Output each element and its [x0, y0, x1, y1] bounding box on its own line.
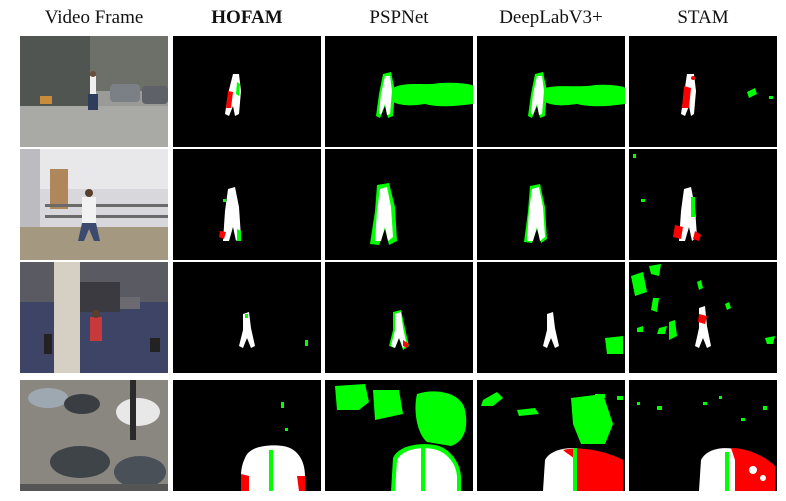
- pspnet-row-4: [325, 380, 473, 491]
- stam-row-3: [629, 262, 777, 373]
- header-pspnet: PSPNet: [369, 7, 429, 28]
- stam-row-2: [629, 149, 777, 260]
- deeplab-row-4: [477, 380, 625, 491]
- frame-row-1: [20, 36, 168, 147]
- frame-row-2: [20, 149, 168, 260]
- deeplab-row-3: [477, 262, 625, 373]
- pspnet-row-1: [325, 36, 473, 147]
- hofam-row-1: [173, 36, 321, 147]
- pspnet-row-3: [325, 262, 473, 373]
- hofam-row-2: [173, 149, 321, 260]
- stam-row-1: [629, 36, 777, 147]
- deeplab-row-2: [477, 149, 625, 260]
- frame-row-3: [20, 262, 168, 373]
- stam-row-4: [629, 380, 777, 491]
- header-video-frame: Video Frame: [44, 7, 144, 28]
- header-deeplabv3plus: DeepLabV3+: [499, 7, 603, 28]
- frame-row-4: [20, 380, 168, 491]
- hofam-row-3: [173, 262, 321, 373]
- header-stam: STAM: [677, 7, 729, 28]
- pspnet-row-2: [325, 149, 473, 260]
- hofam-row-4: [173, 380, 321, 491]
- header-hofam: HOFAM: [211, 7, 283, 28]
- deeplab-row-1: [477, 36, 625, 147]
